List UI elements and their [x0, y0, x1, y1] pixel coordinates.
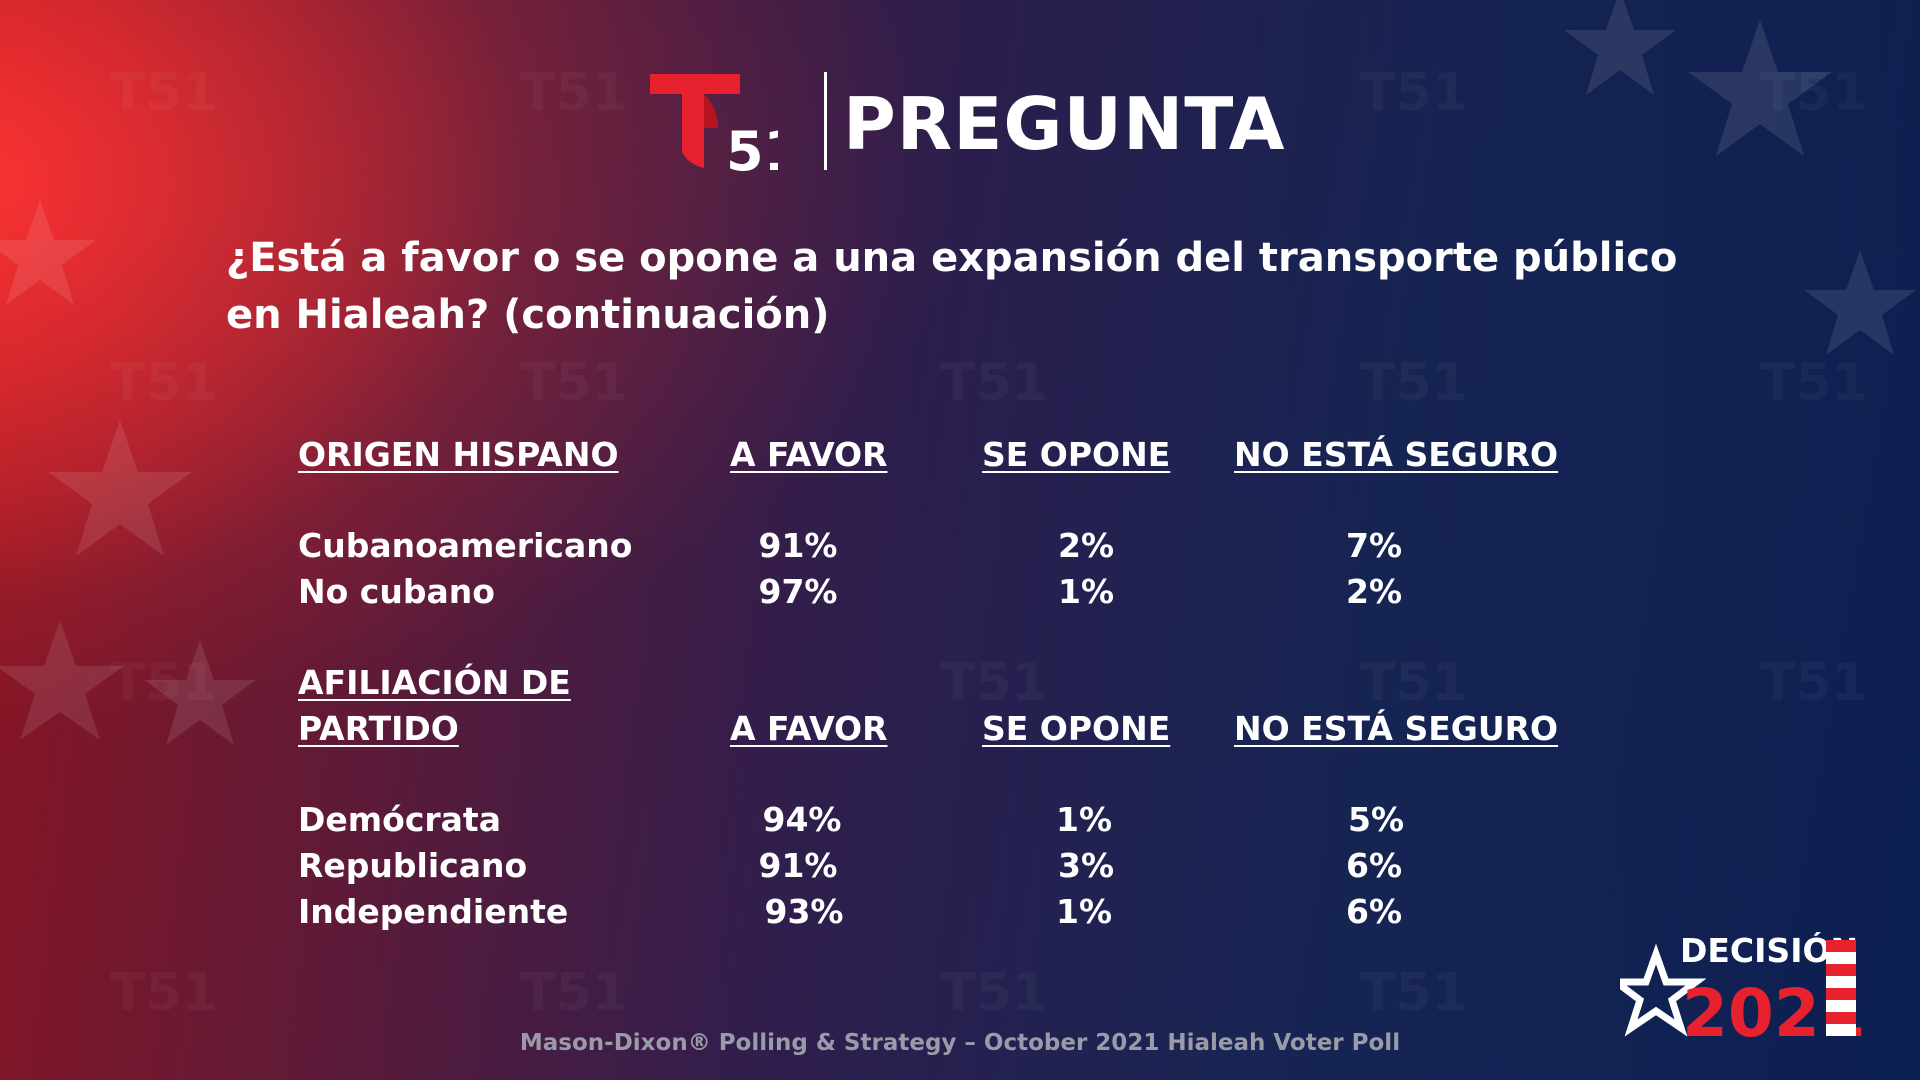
logo-number: 51 [726, 120, 778, 174]
star-decoration [0, 620, 124, 740]
value-a-favor: 97% [758, 572, 838, 611]
svg-text:T51: T51 [940, 653, 1048, 713]
star-decoration [1688, 20, 1832, 156]
svg-text:T51: T51 [940, 353, 1048, 413]
source-footer: Mason-Dixon® Polling & Strategy – Octobe… [519, 1030, 1401, 1056]
value-se-opone: 1% [1055, 892, 1113, 931]
value-a-favor: 91% [758, 846, 838, 885]
question-text: ¿Está a favor o se opone a una expansión… [226, 235, 1678, 338]
svg-text:T51: T51 [1360, 963, 1468, 1023]
telemundo51-logo: 51 [648, 68, 801, 183]
svg-text:T51: T51 [1760, 353, 1868, 413]
col-header-se-opone: SE OPONE [982, 709, 1171, 748]
col-header-a-favor: A FAVOR [730, 709, 888, 748]
value-no-seguro: 2% [1345, 572, 1403, 611]
value-se-opone: 3% [1057, 846, 1115, 885]
svg-text:T51: T51 [1360, 63, 1468, 123]
star-decoration [0, 200, 96, 305]
group-header-partido-line2: PARTIDO [298, 709, 459, 748]
svg-text:T51: T51 [1360, 653, 1468, 713]
col-header-a-favor: A FAVOR [730, 435, 888, 474]
star-decoration [144, 640, 256, 745]
svg-text:T51: T51 [110, 653, 218, 713]
star-decoration [1804, 250, 1916, 355]
svg-text:T51: T51 [1360, 353, 1468, 413]
telemundo-t-icon: 51 [650, 74, 801, 183]
svg-text:T51: T51 [520, 963, 628, 1023]
svg-text:T51: T51 [1760, 63, 1868, 123]
svg-text:T51: T51 [1760, 653, 1868, 713]
flag-stripes-icon [1826, 940, 1856, 1036]
group-header-origen: ORIGEN HISPANO [298, 435, 619, 474]
col-header-no-seguro: NO ESTÁ SEGURO [1234, 435, 1559, 474]
value-se-opone: 1% [1057, 572, 1115, 611]
star-icon [1605, 943, 1707, 1037]
value-se-opone: 1% [1055, 800, 1113, 839]
col-header-se-opone: SE OPONE [982, 435, 1171, 474]
value-no-seguro: 7% [1345, 526, 1403, 565]
star-decoration [1564, 0, 1676, 95]
col-header-no-seguro: NO ESTÁ SEGURO [1234, 709, 1559, 748]
header-title: PREGUNTA [843, 82, 1286, 166]
svg-text:T51: T51 [110, 63, 218, 123]
group-header-partido-line1: AFILIACIÓN DE [298, 663, 571, 702]
svg-text:T51: T51 [520, 63, 628, 123]
value-no-seguro: 6% [1345, 892, 1403, 931]
decision-2021-badge: DECISIÓN 2021 [1605, 930, 1880, 1052]
svg-text:T51: T51 [520, 353, 628, 413]
row-label: Cubanoamericano [298, 526, 633, 565]
value-no-seguro: 5% [1347, 800, 1405, 839]
row-label: Republicano [298, 846, 528, 885]
value-a-favor: 94% [762, 800, 842, 839]
row-label: Independiente [298, 892, 569, 931]
svg-text:T51: T51 [940, 963, 1048, 1023]
row-label: No cubano [298, 572, 495, 611]
row-label: Demócrata [298, 800, 501, 839]
star-decoration [48, 420, 192, 556]
value-no-seguro: 6% [1345, 846, 1403, 885]
svg-text:T51: T51 [110, 963, 218, 1023]
svg-text:T51: T51 [110, 353, 218, 413]
header-divider [824, 72, 827, 170]
value-a-favor: 93% [764, 892, 844, 931]
value-se-opone: 2% [1057, 526, 1115, 565]
value-a-favor: 91% [758, 526, 838, 565]
